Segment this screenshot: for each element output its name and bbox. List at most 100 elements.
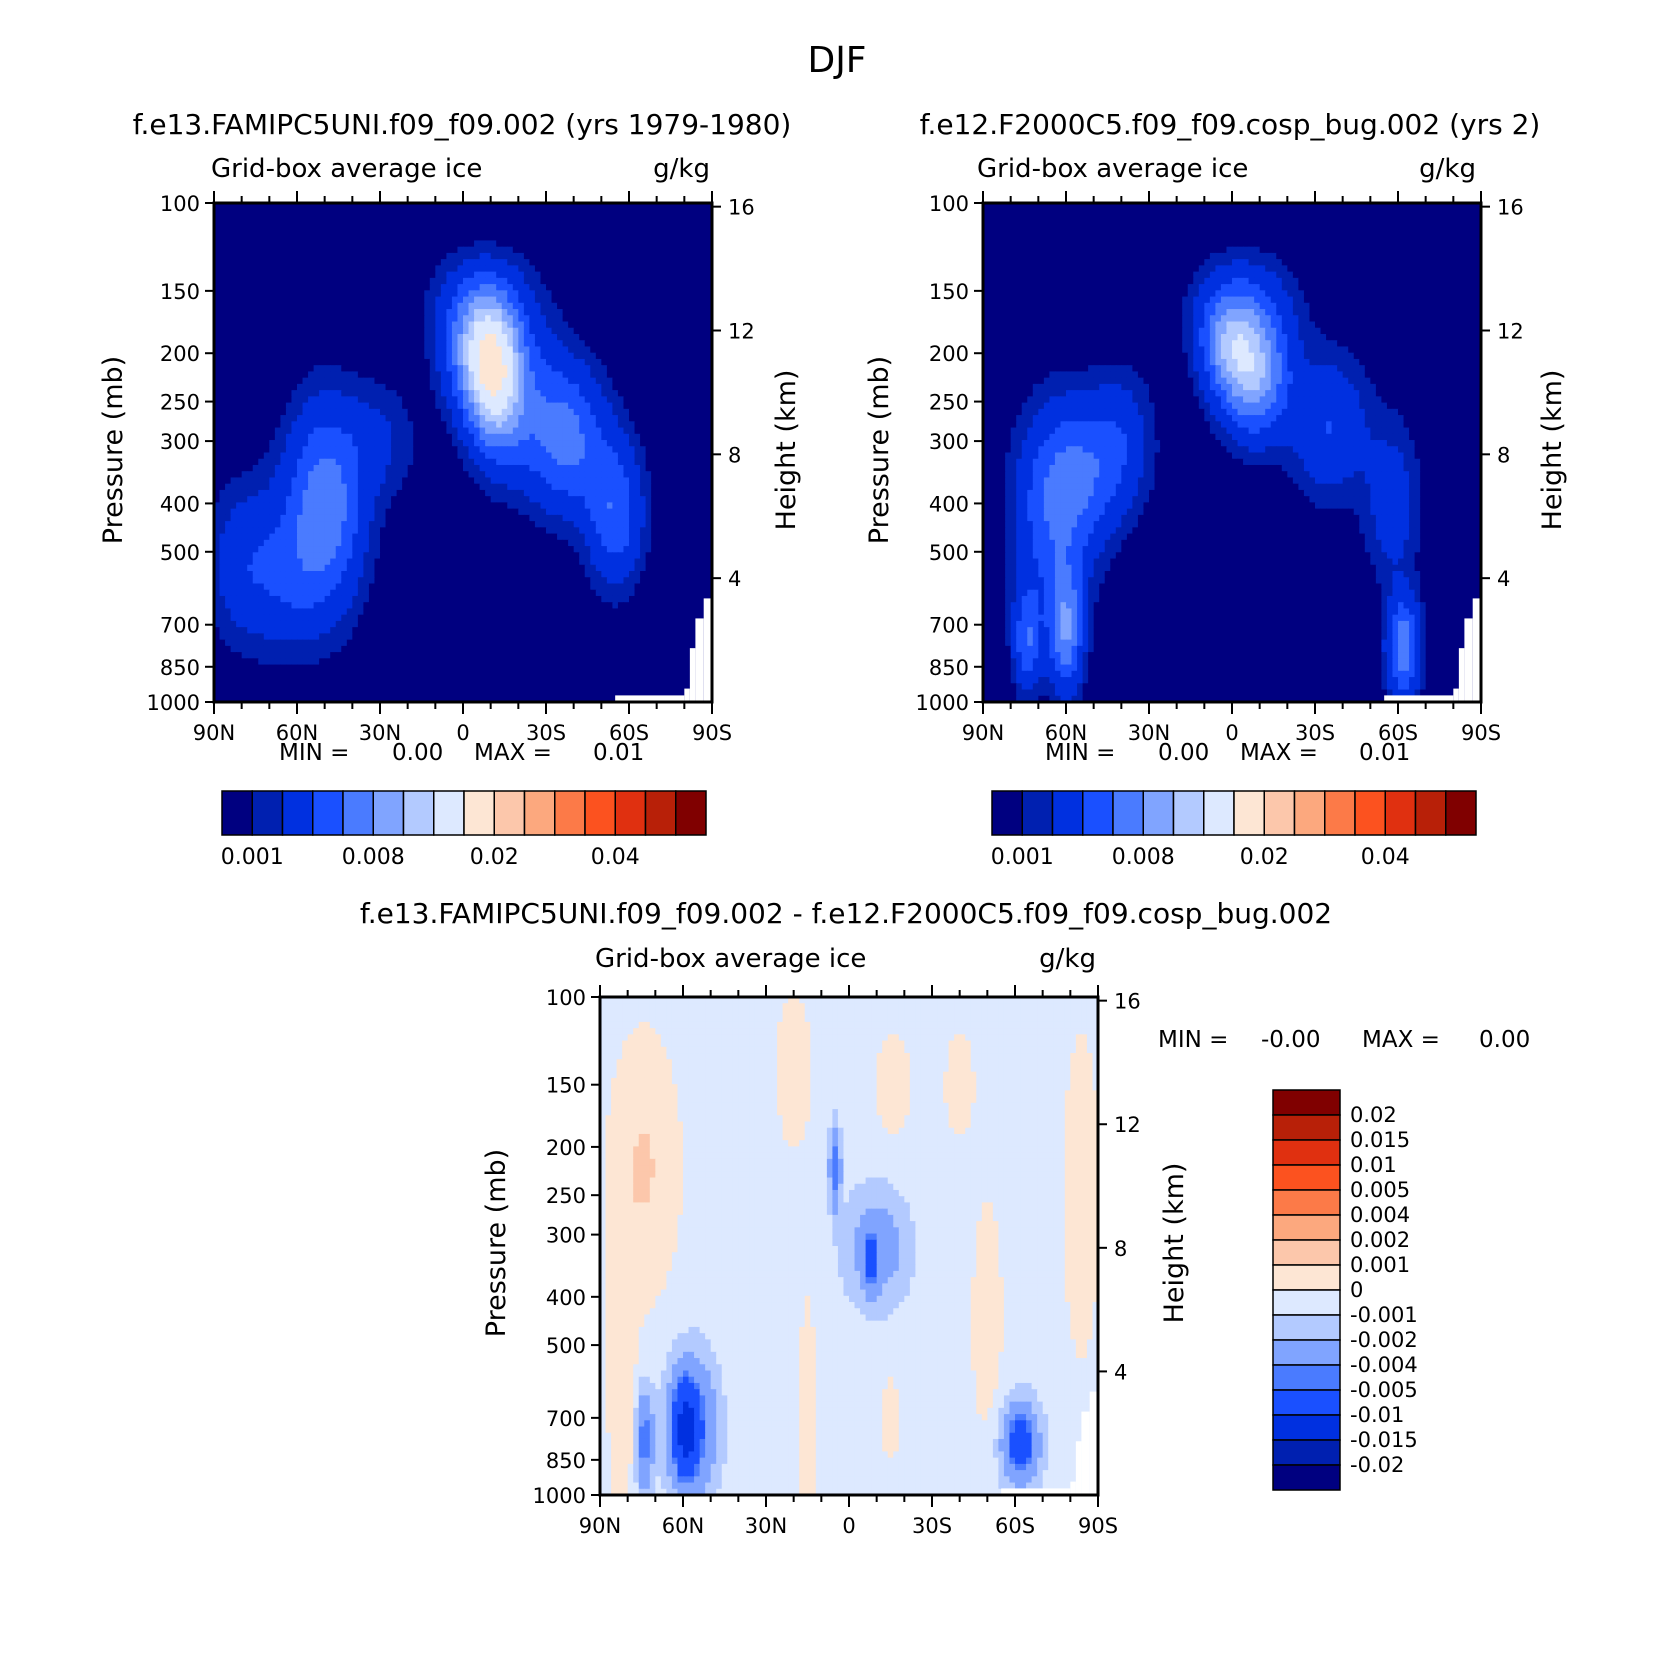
contour-cell (474, 234, 480, 241)
contour-cell (253, 309, 259, 316)
contour-cell (535, 209, 541, 216)
contour-cell (280, 228, 286, 235)
contour-cell (264, 265, 270, 272)
contour-cell (280, 315, 286, 322)
contour-cell (247, 247, 253, 254)
contour-cell (590, 222, 596, 229)
contour-cell (446, 265, 452, 272)
contour-cell (585, 247, 591, 254)
contour-cell (236, 334, 242, 341)
contour-cell (386, 234, 392, 241)
contour-cell (668, 328, 674, 335)
contour-cell (513, 315, 519, 322)
contour-cell (253, 240, 259, 247)
contour-cell (308, 222, 314, 229)
contour-cell (242, 265, 248, 272)
contour-cell (441, 228, 447, 235)
contour-cell (463, 309, 469, 316)
contour-cell (314, 265, 320, 272)
contour-cell (386, 290, 392, 297)
contour-cell (496, 234, 502, 241)
contour-cell (618, 234, 624, 241)
contour-cell (336, 240, 342, 247)
contour-cell (358, 234, 364, 241)
contour-cell (347, 309, 353, 316)
contour-cell (502, 322, 508, 329)
contour-cell (297, 215, 303, 222)
contour-cell (341, 209, 347, 216)
contour-cell (308, 284, 314, 291)
contour-cell (640, 278, 646, 285)
contour-cell (601, 272, 607, 279)
contour-cell (590, 247, 596, 254)
contour-cell (397, 222, 403, 229)
contour-cell (529, 278, 535, 285)
contour-cell (502, 247, 508, 254)
contour-cell (651, 253, 657, 260)
contour-cell (491, 272, 497, 279)
contour-cell (286, 215, 292, 222)
contour-cell (513, 259, 519, 266)
contour-cell (258, 309, 264, 316)
contour-cell (336, 322, 342, 329)
contour-cell (452, 253, 458, 260)
contour-cell (518, 253, 524, 260)
contour-cell (585, 253, 591, 260)
contour-cell (363, 253, 369, 260)
contour-cell (651, 328, 657, 335)
contour-cell (457, 284, 463, 291)
contour-cell (446, 328, 452, 335)
contour-cell (552, 228, 558, 235)
contour-cell (701, 328, 707, 335)
contour-cell (347, 328, 353, 335)
contour-cell (413, 290, 419, 297)
contour-cell (491, 259, 497, 266)
contour-cell (303, 315, 309, 322)
contour-cell (563, 309, 569, 316)
contour-cell (347, 209, 353, 216)
contour-cell (303, 215, 309, 222)
contour-cell (579, 234, 585, 241)
contour-cell (601, 228, 607, 235)
contour-cell (231, 234, 237, 241)
contour-cell (524, 315, 530, 322)
contour-cell (668, 247, 674, 254)
contour-cell (231, 290, 237, 297)
contour-cell (347, 234, 353, 241)
contour-cell (253, 328, 259, 335)
contour-cell (369, 315, 375, 322)
contour-cell (684, 328, 690, 335)
contour-cell (491, 228, 497, 235)
contour-cell (297, 328, 303, 335)
contour-cell (640, 303, 646, 310)
contour-cell (657, 303, 663, 310)
contour-cell (374, 253, 380, 260)
contour-cell (452, 234, 458, 241)
contour-cell (391, 303, 397, 310)
contour-cell (684, 309, 690, 316)
contour-cell (264, 259, 270, 266)
contour-cell (308, 240, 314, 247)
contour-cell (452, 278, 458, 285)
contour-cell (391, 290, 397, 297)
contour-cell (640, 209, 646, 216)
contour-cell (374, 240, 380, 247)
contour-cell (325, 222, 331, 229)
contour-cell (452, 290, 458, 297)
contour-cell (441, 240, 447, 247)
contour-cell (369, 247, 375, 254)
contour-cell (352, 290, 358, 297)
contour-cell (502, 328, 508, 335)
contour-cell (673, 209, 679, 216)
contour-cell (480, 240, 486, 247)
contour-cell (303, 240, 309, 247)
contour-cell (684, 290, 690, 297)
contour-cell (336, 222, 342, 229)
contour-cell (629, 222, 635, 229)
contour-cell (585, 272, 591, 279)
contour-cell (286, 253, 292, 260)
contour-cell (540, 234, 546, 241)
contour-cell (540, 215, 546, 222)
contour-cell (480, 328, 486, 335)
contour-cell (452, 247, 458, 254)
